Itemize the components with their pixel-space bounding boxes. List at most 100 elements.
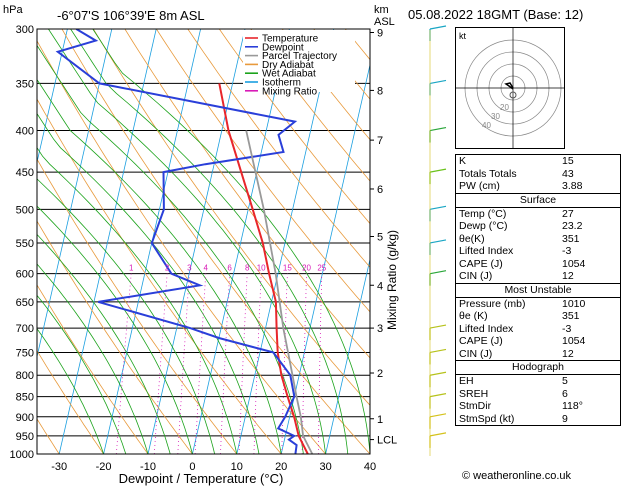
table-row: θe (K) 351	[456, 310, 620, 323]
mixing-ratio-line	[153, 273, 168, 454]
table-row: Totals Totals 43	[456, 168, 620, 181]
dry-adiabat-line	[37, 284, 149, 454]
wet-adiabat-line	[37, 294, 127, 454]
mixing-ratio-line	[238, 273, 248, 454]
dry-adiabat-line	[37, 98, 282, 454]
dry-adiabat-line	[187, 29, 370, 268]
wet-adiabat-line	[37, 205, 193, 454]
temperature-tick-label: -30	[51, 461, 67, 473]
legend-label: Temperature	[262, 34, 319, 45]
row-label: K	[459, 155, 467, 167]
legend-label: Dry Adiabat	[262, 60, 314, 71]
row-value: 12	[562, 270, 574, 282]
pressure-tick-label: 350	[16, 78, 34, 90]
wind-barb-flag	[429, 413, 447, 418]
row-value: 27	[562, 207, 574, 220]
wind-barb-flag	[429, 79, 447, 85]
mixing-ratio-label: 1	[129, 264, 134, 273]
isotherm-line	[37, 29, 68, 164]
wet-adiabat-line	[37, 327, 104, 454]
isotherm-line	[280, 63, 370, 454]
row-label: Dewp (°C)	[459, 220, 508, 232]
asl-label: ASL	[374, 16, 395, 28]
hodograph-table-title: Hodograph	[456, 361, 620, 375]
wet-adiabat-line	[37, 112, 260, 454]
hodograph-ring-label: 30	[491, 112, 500, 121]
hodograph-ring-label: 40	[482, 121, 491, 130]
km-tick-label: 4	[377, 280, 383, 292]
wind-barb-flag	[429, 205, 447, 210]
row-label: θe(K)	[459, 232, 485, 245]
wet-adiabat-line	[48, 29, 326, 454]
isotherm-line	[58, 29, 157, 454]
table-row: CAPE (J) 1054	[456, 335, 620, 348]
mixing-ratio-line	[220, 273, 230, 454]
km-tick-label: LCL	[377, 435, 397, 447]
wet-adiabat-line	[37, 44, 304, 454]
mixing-ratio-axis-title: Mixing Ratio (g/kg)	[385, 230, 399, 330]
isotherm-line	[325, 257, 370, 454]
mixing-ratio-label: 6	[227, 264, 232, 273]
legend-label: Mixing Ratio	[262, 86, 317, 97]
row-label: Lifted Index	[459, 245, 514, 257]
row-value: -3	[562, 245, 572, 257]
row-label: Temp (°C)	[459, 207, 507, 220]
pressure-tick-label: 500	[16, 204, 34, 216]
pressure-tick-label: 800	[16, 370, 34, 382]
hodograph-trace	[504, 82, 514, 90]
wind-barb-flag	[429, 432, 447, 437]
temperature-tick-label: 10	[231, 461, 243, 473]
series-dewpoint	[55, 29, 298, 454]
temperature-tick-label: 20	[275, 461, 287, 473]
wet-adiabat-line	[92, 29, 370, 454]
storm-motion-marker	[509, 91, 517, 99]
wet-adiabat-line	[70, 29, 349, 454]
temperature-tick-label: 30	[319, 461, 331, 473]
dry-adiabat-line	[218, 29, 370, 225]
dry-adiabat-line	[250, 29, 370, 182]
wind-barb-flag	[429, 126, 447, 132]
dry-adiabat-line	[124, 29, 370, 359]
row-value: 6	[562, 387, 568, 400]
wind-barb-flag	[429, 168, 447, 173]
pressure-tick-label: 950	[16, 431, 34, 443]
row-label: CIN (J)	[459, 347, 493, 360]
row-label: CAPE (J)	[459, 335, 503, 347]
row-value: 118°	[562, 400, 583, 412]
row-value: 1054	[562, 335, 586, 347]
row-label: EH	[459, 375, 474, 387]
hodograph: kt 40 30 20	[455, 27, 565, 149]
mixing-ratio-label: 3	[187, 264, 192, 273]
dry-adiabat-line	[440, 29, 455, 454]
table-row: Lifted Index -3	[456, 245, 620, 258]
row-value: 1010	[562, 297, 586, 310]
legend-label: Isotherm	[262, 78, 301, 89]
series-temperature	[218, 83, 309, 454]
isotherm-line	[192, 29, 290, 454]
row-value: 23.2	[562, 220, 583, 232]
wind-barb-flag	[429, 270, 447, 275]
legend-label: Wet Adiabat	[262, 69, 316, 80]
legend-label: Parcel Trajectory	[262, 51, 337, 62]
skewt-chart: 3003504004505005506006507007508008509009…	[3, 4, 455, 486]
hodograph-unit: kt	[459, 31, 467, 41]
pressure-tick-label: 1000	[10, 449, 34, 461]
km-tick-label: 3	[377, 323, 383, 335]
indices-panel: K 15 Totals Totals 43 PW (cm) 3.88 Surface Te…	[455, 154, 621, 426]
legend-label: Dewpoint	[262, 42, 304, 53]
dry-adiabat-line	[37, 220, 193, 454]
km-tick-label: 5	[377, 231, 383, 243]
wet-adiabat-line	[37, 233, 171, 454]
mixing-ratio-label: 25	[317, 264, 326, 273]
table-row: Lifted Index -3	[456, 323, 620, 336]
table-row: CAPE (J) 1054	[456, 258, 620, 271]
row-label: PW (cm)	[459, 180, 500, 192]
row-label: StmSpd (kt)	[459, 412, 515, 425]
legend-background	[243, 30, 355, 92]
mixing-ratio-label: 15	[283, 264, 292, 273]
temperature-tick-label: -10	[140, 461, 156, 473]
location-title: -6°07'S 106°39'E 8m ASL	[57, 8, 205, 23]
footer-credit[interactable]: © weatheronline.co.uk	[462, 470, 572, 482]
temperature-tick-label: 40	[364, 461, 376, 473]
row-value: 43	[562, 167, 574, 180]
